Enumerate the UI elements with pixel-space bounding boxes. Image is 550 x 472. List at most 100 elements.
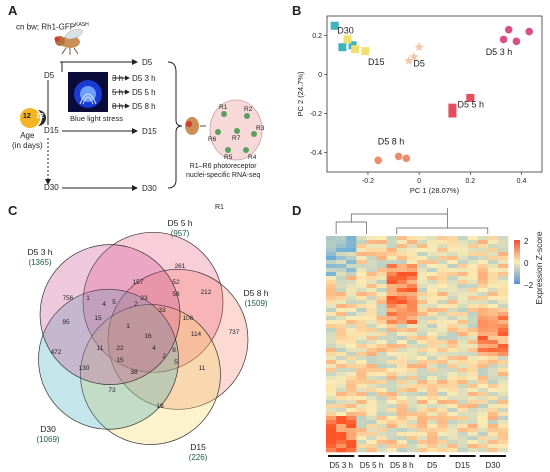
- heatmap-cell: [457, 240, 468, 245]
- heatmap-cell: [437, 376, 448, 381]
- heatmap-cell: [336, 388, 347, 393]
- heatmap-cell: [386, 332, 398, 337]
- pca-group-label: D30: [337, 26, 354, 36]
- heatmap-cell: [366, 296, 377, 301]
- heatmap-cell: [487, 376, 499, 381]
- heatmap-cell: [406, 256, 418, 261]
- heatmap-cell: [346, 328, 357, 333]
- heatmap-cell: [396, 272, 408, 277]
- heatmap-cell: [336, 324, 347, 329]
- heatmap-cell: [386, 264, 398, 269]
- heatmap-cell: [437, 328, 448, 333]
- heatmap-cell: [336, 296, 347, 301]
- heatmap-cell: [497, 420, 509, 425]
- heatmap-cell: [427, 264, 438, 269]
- heatmap-cell: [366, 392, 377, 397]
- heatmap-cell: [487, 320, 499, 325]
- heatmap-cell: [477, 344, 489, 349]
- heatmap-cell: [336, 408, 347, 413]
- heatmap-cell: [386, 280, 398, 285]
- heatmap-cell: [376, 296, 387, 301]
- heatmap-cell: [417, 280, 428, 285]
- heatmap-cell: [457, 436, 468, 441]
- heatmap-cell: [376, 288, 387, 293]
- heatmap-cell: [497, 384, 509, 389]
- heatmap-cell: [406, 356, 418, 361]
- heatmap-cell: [346, 440, 357, 445]
- heatmap-cell: [396, 420, 408, 425]
- heatmap-cell: [457, 424, 468, 429]
- heatmap-cell: [457, 416, 468, 421]
- heatmap-cell: [427, 368, 438, 373]
- heatmap-cell: [487, 448, 499, 453]
- heatmap-cell: [467, 440, 478, 445]
- heatmap-cell: [326, 384, 337, 389]
- heatmap-cell: [417, 324, 428, 329]
- heatmap-cell: [396, 276, 408, 281]
- heatmap-cell: [467, 404, 478, 409]
- heatmap-cell: [497, 292, 509, 297]
- heatmap-cell: [346, 316, 357, 321]
- heatmap-cell: [447, 244, 458, 249]
- point-d15: [343, 35, 352, 44]
- heatmap-cell: [457, 304, 468, 309]
- heatmap-cell: [487, 332, 499, 337]
- heatmap-cell: [427, 404, 438, 409]
- group-label: D5 5 h: [360, 461, 384, 470]
- heatmap-cell: [497, 428, 509, 433]
- heatmap-cell: [376, 388, 387, 393]
- heatmap-cell: [497, 408, 509, 413]
- heatmap-cell: [477, 352, 489, 357]
- heatmap-cell: [477, 240, 489, 245]
- panel-b: B -0.2 0 0.2 0.4 -0.4 -0.2 0 0.2 PC 1 (28.07%) PC…: [280, 0, 550, 200]
- heatmap-cell: [497, 372, 509, 377]
- heatmap-cell: [356, 244, 367, 249]
- point-d5-3-h: [525, 27, 534, 36]
- heatmap-cell: [437, 332, 448, 337]
- heatmap-cell: [497, 264, 509, 269]
- heatmap-cell: [356, 412, 367, 417]
- heatmap-cell: [326, 400, 337, 405]
- venn-diagram: D5 5 h(957) D5 8 h(1509) D15(226) D30(1069)…: [27, 218, 268, 462]
- heatmap-cell: [376, 380, 387, 385]
- heatmap-cell: [437, 344, 448, 349]
- heatmap-cell: [487, 344, 499, 349]
- heatmap-cell: [427, 380, 438, 385]
- heatmap-cell: [487, 392, 499, 397]
- heatmap-cell: [366, 268, 377, 273]
- heatmap-cell: [447, 372, 458, 377]
- x-axis-label: PC 1 (28.07%): [410, 186, 460, 195]
- heatmap-cell: [396, 268, 408, 273]
- heatmap-cell: [447, 248, 458, 253]
- group-label: D5: [427, 461, 438, 470]
- right-target-d15: D15: [142, 127, 157, 136]
- heatmap-cell: [396, 428, 408, 433]
- sun-number: 12: [23, 113, 31, 120]
- heatmap-cell: [417, 300, 428, 305]
- heatmap-cell: [406, 392, 418, 397]
- heatmap-cell: [326, 272, 337, 277]
- heatmap-cell: [376, 348, 387, 353]
- heatmap-cell: [336, 276, 347, 281]
- venn-count: 73: [108, 387, 116, 394]
- venn-count: 737: [229, 329, 240, 336]
- panel-c: C R1 D5 5 h (957) D5 8 h (1509) D15 (226) D30(…: [0, 200, 280, 472]
- venn-count: 4: [152, 345, 156, 352]
- heatmap-cell: [497, 344, 509, 349]
- heatmap-cell: [467, 336, 478, 341]
- heatmap-cell: [457, 348, 468, 353]
- heatmap-cell: [487, 260, 499, 265]
- heatmap-cell: [386, 312, 398, 317]
- heatmap-cell: [417, 436, 428, 441]
- heatmap-cell: [417, 236, 428, 241]
- heatmap-cell: [427, 392, 438, 397]
- heatmap-cell: [346, 292, 357, 297]
- heatmap-cell: [437, 384, 448, 389]
- heatmap-cell: [406, 352, 418, 357]
- heatmap-cell: [417, 392, 428, 397]
- heatmap-cell: [366, 384, 377, 389]
- heatmap-cell: [376, 356, 387, 361]
- heatmap-cell: [356, 444, 367, 449]
- heatmap-cell: [326, 316, 337, 321]
- genotype-label: cn bw; Rh1-GFPKASH: [16, 22, 89, 32]
